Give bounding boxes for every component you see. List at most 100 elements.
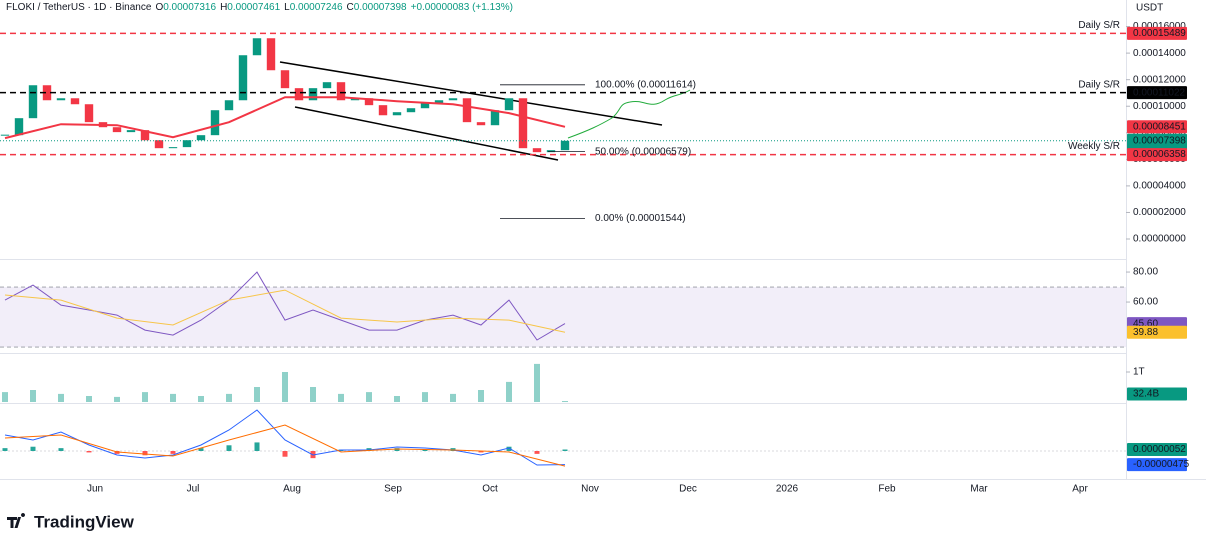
- level-tag-bg: [1127, 86, 1187, 100]
- change: +0.00000083 (+1.13%): [411, 2, 513, 13]
- last-value-tag-bg: [1127, 387, 1187, 401]
- candle: [308, 88, 318, 101]
- candle: [168, 147, 178, 149]
- candle: [560, 140, 570, 151]
- candle: [294, 88, 304, 101]
- symbol: FLOKI / TetherUS · 1D · Binance: [6, 2, 152, 13]
- macd-histogram-bar: [534, 451, 540, 454]
- fib-label: 0.00% (0.00001544): [595, 213, 686, 224]
- candle: [140, 130, 150, 141]
- series-line: [4, 424, 566, 467]
- candle: [490, 110, 500, 126]
- channel-lower: [294, 106, 559, 161]
- header: FLOKI / TetherUS · 1D · Binance O0.000073…: [6, 2, 513, 13]
- ohlc-value: 0.00007398: [354, 2, 407, 13]
- logo-mark: [7, 513, 26, 528]
- last-value-tag: -0.00000475: [1133, 459, 1190, 470]
- level-tag: 0.00015489: [1133, 28, 1186, 39]
- last-value-tag: 0.00000052: [1133, 444, 1186, 455]
- macd-histogram-bar: [86, 451, 92, 453]
- ohlc-key: C: [347, 2, 354, 13]
- last-value-tag-bg: [1127, 443, 1187, 457]
- macd-histogram-bar: [58, 448, 64, 451]
- last-value-tag: 32.4B: [1133, 389, 1159, 400]
- level-name: Weekly S/R: [1068, 141, 1120, 152]
- volume-bar: [422, 392, 428, 402]
- candle: [28, 85, 38, 119]
- x-tick-label: Nov: [581, 484, 599, 495]
- x-tick-label: Sep: [384, 484, 402, 495]
- y-tick-label: 1T: [1133, 367, 1145, 378]
- fib-label: 50.00% (0.00006579): [595, 146, 691, 157]
- candle: [84, 104, 94, 123]
- candle: [210, 110, 220, 136]
- y-tick-label: 0.00016000: [1133, 21, 1186, 32]
- brand-name: TradingView: [34, 512, 135, 531]
- volume-bar: [366, 392, 372, 402]
- candle: [420, 103, 430, 109]
- volume-bar: [450, 393, 456, 402]
- y-tick-label: 0.00002000: [1133, 207, 1186, 218]
- candle: [434, 100, 444, 104]
- macd-histogram-bar: [254, 442, 260, 451]
- fib-label: 100.00% (0.00011614): [595, 79, 696, 90]
- candle: [448, 98, 458, 101]
- candle: [322, 82, 332, 89]
- ohlc-value: 0.00007461: [227, 2, 280, 13]
- y-tick-label: 0.00010000: [1133, 101, 1186, 112]
- macd-histogram-bar: [30, 446, 36, 451]
- macd-histogram-bar: [506, 446, 512, 451]
- x-tick-label: Jul: [187, 484, 200, 495]
- last-value-tag: 39.88: [1133, 327, 1158, 338]
- candle: [280, 70, 290, 89]
- candle: [336, 82, 346, 101]
- y-tick-label: 60.00: [1133, 297, 1158, 308]
- macd-histogram-bar: [394, 448, 400, 451]
- macd-histogram-bar: [142, 451, 148, 456]
- macd-histogram-bar: [562, 449, 568, 451]
- macd-histogram-bar: [478, 451, 484, 453]
- candle: [126, 130, 136, 133]
- price-tag: 0.00007398: [1133, 135, 1186, 146]
- x-tick-label: Feb: [878, 484, 896, 495]
- candle: [56, 98, 66, 101]
- x-tick-label: Aug: [283, 484, 301, 495]
- last-value-tag: 45.60: [1133, 318, 1158, 329]
- last-value-tag-bg: [1127, 120, 1187, 134]
- x-tick-label: Apr: [1072, 484, 1088, 495]
- series-line: [4, 96, 566, 140]
- last-value-tag-bg: [1127, 458, 1187, 472]
- candle: [476, 122, 486, 126]
- candle: [406, 108, 416, 113]
- last-value-tag-bg: [1127, 325, 1187, 339]
- projection-curve: [567, 89, 691, 139]
- candle: [378, 105, 388, 116]
- volume-bar: [478, 390, 484, 402]
- volume-bar: [562, 401, 568, 403]
- volume-bar: [282, 372, 288, 402]
- volume-bar: [198, 396, 204, 402]
- y-tick-label: 0.00014000: [1133, 48, 1186, 59]
- volume-bar: [114, 396, 120, 402]
- candle: [196, 135, 206, 141]
- candle: [462, 98, 472, 123]
- ohlc-key: H: [220, 2, 227, 13]
- candle: [238, 55, 248, 101]
- volume-bar: [506, 381, 512, 402]
- currency: USDT: [1136, 3, 1163, 14]
- ohlc-value: 0.00007246: [290, 2, 343, 13]
- volume-bar: [86, 396, 92, 402]
- candle: [364, 98, 374, 106]
- macd-histogram-bar: [198, 448, 204, 451]
- candle: [350, 98, 360, 101]
- series-line: [4, 409, 566, 466]
- volume-bar: [394, 396, 400, 402]
- candle: [154, 140, 164, 149]
- y-tick-label: 80.00: [1133, 267, 1158, 278]
- candle: [14, 118, 24, 136]
- y-tick-label: 0.00012000: [1133, 74, 1186, 85]
- level-name: Daily S/R: [1078, 20, 1120, 31]
- y-tick-label: 0.00000000: [1133, 234, 1186, 245]
- candle: [112, 127, 122, 133]
